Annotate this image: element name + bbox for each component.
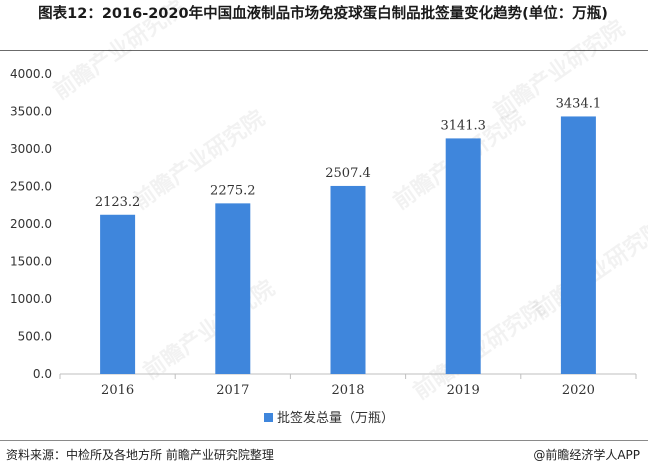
- y-tick-label: 2500.0: [10, 180, 52, 194]
- y-tick-label: 4000.0: [10, 67, 52, 81]
- legend-swatch: [264, 413, 273, 422]
- bar-chart: 前瞻产业研究院前瞻产业研究院前瞻产业研究院前瞻产业研究院前瞻产业研究院前瞻产业研…: [10, 0, 648, 426]
- chart-title: 图表12：2016-2020年中国血液制品市场免疫球蛋白制品批签量变化趋势(单位…: [38, 6, 608, 22]
- bar: [445, 138, 481, 374]
- watermark-text: 前瞻产业研究院: [139, 275, 280, 385]
- y-tick-label: 1000.0: [10, 292, 52, 306]
- data-label: 2507.4: [325, 166, 371, 181]
- bar: [215, 203, 251, 374]
- watermark-text: 前瞻产业研究院: [129, 105, 270, 215]
- y-axis: 0.0 500.0 1000.0 1500.0 2000.0 2500.0 3000.0 35…: [10, 67, 52, 381]
- x-tick-label: 2019: [447, 383, 480, 398]
- footer-divider: [0, 440, 648, 441]
- bar: [100, 214, 136, 374]
- y-tick-label: 3000.0: [10, 142, 52, 156]
- y-tick-label: 3500.0: [10, 105, 52, 119]
- x-tick-label: 2017: [216, 383, 249, 398]
- y-tick-label: 0.0: [33, 367, 52, 381]
- x-tick-label: 2020: [562, 383, 595, 398]
- data-labels: 2123.2 2275.2 2507.4 3141.3 3434.1: [95, 96, 601, 209]
- source-note: 资料来源：中检所及各地方所 前瞻产业研究院整理: [6, 448, 274, 462]
- bar: [560, 116, 596, 374]
- x-tick-label: 2018: [331, 383, 364, 398]
- watermark-text: 前瞻产业研究院: [49, 0, 190, 105]
- data-label: 3434.1: [556, 96, 602, 111]
- y-tick-label: 1500.0: [10, 255, 52, 269]
- credit-text: @前瞻经济学人APP: [533, 448, 640, 462]
- bar: [330, 185, 366, 374]
- credit: @前瞻经济学人APP: [533, 446, 640, 463]
- data-label: 2275.2: [210, 183, 256, 198]
- title-divider: [0, 50, 648, 51]
- data-label: 2123.2: [95, 195, 141, 210]
- data-label: 3141.3: [440, 118, 486, 133]
- x-axis: 2016 2017 2018 2019 2020: [59, 373, 637, 398]
- x-tick-label: 2016: [101, 383, 134, 398]
- bar-series: [100, 116, 596, 374]
- y-tick-label: 500.0: [18, 330, 52, 344]
- legend: 批签发总量（万瓶）: [264, 410, 394, 426]
- legend-label: 批签发总量（万瓶）: [277, 410, 394, 426]
- y-tick-label: 2000.0: [10, 217, 52, 231]
